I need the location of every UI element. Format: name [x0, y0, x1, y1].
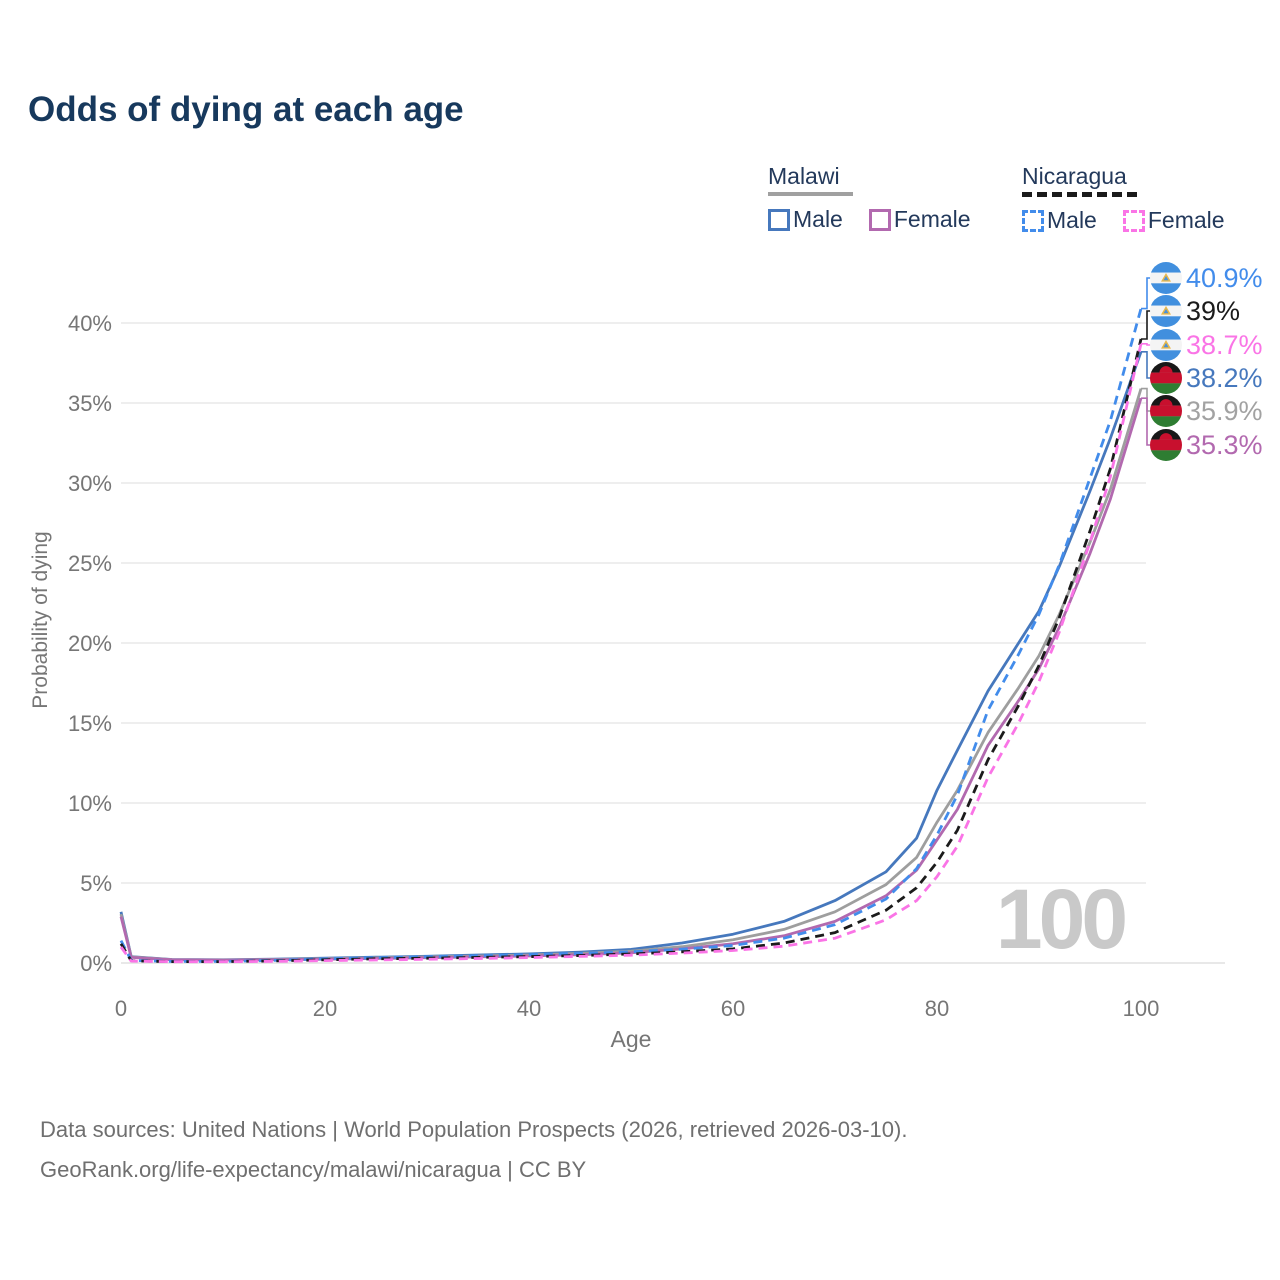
malawi-flag-icon	[1150, 429, 1182, 461]
nicaragua-flag-icon	[1150, 329, 1182, 361]
footer-attribution: GeoRank.org/life-expectancy/malawi/nicar…	[40, 1157, 587, 1182]
y-tick-10%: 10%	[68, 791, 112, 816]
watermark-age-100: 100	[996, 872, 1125, 966]
nicaragua-male-swatch-icon	[1022, 209, 1044, 232]
legend-label-nicaragua-male: Male	[1047, 207, 1097, 233]
y-axis-title: Probability of dying	[29, 531, 52, 708]
legend-country-malawi: Malawi	[768, 163, 840, 189]
end-label-nicaragua-female: 38.7%	[1186, 330, 1263, 360]
legend-label-malawi-male: Male	[793, 206, 843, 232]
nicaragua-flag-icon	[1150, 262, 1182, 294]
legend-group-malawi: Malawi Male Female	[768, 163, 971, 233]
x-tick-0: 0	[115, 996, 127, 1021]
malawi-solid-line-icon	[768, 192, 853, 196]
page-title: Odds of dying at each age	[28, 90, 464, 129]
malawi-flag-icon	[1150, 395, 1182, 427]
x-axis-title: Age	[611, 1026, 652, 1052]
end-label-malawi-male: 38.2%	[1186, 363, 1263, 393]
end-label-malawi-total: 35.9%	[1186, 396, 1263, 426]
footer-data-sources: Data sources: United Nations | World Pop…	[40, 1117, 908, 1142]
y-tick-25%: 25%	[68, 551, 112, 576]
leader-nicaragua-female	[1141, 342, 1152, 346]
legend-label-malawi-female: Female	[893, 206, 971, 232]
series-lines	[119, 308, 1143, 964]
y-tick-20%: 20%	[68, 631, 112, 656]
leader-nicaragua-total	[1141, 310, 1152, 340]
gridlines	[121, 322, 1225, 964]
x-tick-80: 80	[925, 996, 949, 1021]
leader-malawi-male	[1141, 350, 1152, 379]
x-tick-40: 40	[517, 996, 541, 1021]
line-nicaragua-male	[119, 308, 1143, 963]
leader-lines	[1141, 277, 1152, 446]
x-axis-tick-labels: 0 20 40 60 80 100	[115, 996, 1159, 1021]
leader-nicaragua-male	[1141, 277, 1152, 310]
y-tick-15%: 15%	[68, 711, 112, 736]
x-tick-20: 20	[313, 996, 337, 1021]
line-nicaragua-female	[119, 343, 1143, 964]
line-malawi-total	[119, 388, 1143, 962]
footer: Data sources: United Nations | World Pop…	[40, 1110, 907, 1190]
x-tick-100: 100	[1123, 996, 1160, 1021]
end-label-nicaragua-male: 40.9%	[1186, 263, 1263, 293]
leader-malawi-female	[1141, 397, 1152, 446]
legend-country-nicaragua: Nicaragua	[1022, 163, 1127, 189]
legend-group-nicaragua: Nicaragua Male Female	[1022, 163, 1225, 234]
y-tick-40%: 40%	[68, 311, 112, 336]
line-nicaragua-total	[119, 338, 1143, 963]
nicaragua-flag-icon	[1150, 295, 1182, 327]
y-axis-tick-labels: 0% 5% 10% 15% 20% 25% 30% 35% 40%	[68, 311, 112, 976]
y-tick-35%: 35%	[68, 391, 112, 416]
end-label-nicaragua-total: 39%	[1186, 296, 1240, 326]
malawi-flag-icon	[1150, 362, 1182, 394]
y-tick-0%: 0%	[80, 951, 112, 976]
malawi-male-swatch-icon	[768, 208, 790, 231]
malawi-female-swatch-icon	[868, 208, 891, 231]
x-tick-60: 60	[721, 996, 745, 1021]
flag-icons	[1150, 262, 1182, 461]
y-tick-5%: 5%	[80, 871, 112, 896]
end-label-malawi-female: 35.3%	[1186, 430, 1263, 460]
legend-label-nicaragua-female: Female	[1147, 207, 1225, 233]
nicaragua-female-swatch-icon	[1122, 209, 1145, 232]
end-value-labels: 38.2%35.9% 35.3% 40.9%39% 38.7%	[1186, 263, 1263, 460]
y-tick-30%: 30%	[68, 471, 112, 496]
line-malawi-male	[119, 351, 1143, 962]
nicaragua-dashed-line-icon	[1022, 192, 1137, 197]
